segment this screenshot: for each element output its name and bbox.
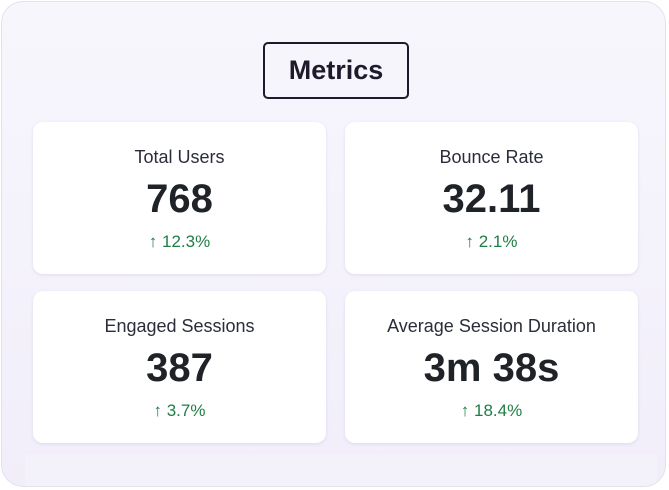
- metric-value: 32.11: [442, 177, 541, 221]
- metric-label: Total Users: [134, 147, 225, 167]
- metric-value: 3m 38s: [423, 346, 560, 390]
- metric-card-average-session-duration: Average Session Duration 3m 38s ↑ 18.4%: [345, 291, 638, 443]
- metric-card-bounce-rate: Bounce Rate 32.11 ↑ 2.1%: [345, 122, 638, 274]
- footer-strip: [25, 455, 657, 486]
- metric-change: ↑ 3.7%: [153, 401, 206, 420]
- metric-value: 768: [146, 177, 213, 221]
- page-title: Metrics: [263, 42, 409, 99]
- metric-change: ↑ 18.4%: [460, 401, 523, 420]
- metric-label: Engaged Sessions: [104, 316, 255, 336]
- metric-card-engaged-sessions: Engaged Sessions 387 ↑ 3.7%: [33, 291, 326, 443]
- metric-change: ↑ 2.1%: [465, 232, 518, 251]
- metric-value: 387: [146, 346, 213, 390]
- metric-card-total-users: Total Users 768 ↑ 12.3%: [33, 122, 326, 274]
- metric-change: ↑ 12.3%: [148, 232, 211, 251]
- metric-label: Average Session Duration: [387, 316, 596, 336]
- metric-label: Bounce Rate: [439, 147, 544, 167]
